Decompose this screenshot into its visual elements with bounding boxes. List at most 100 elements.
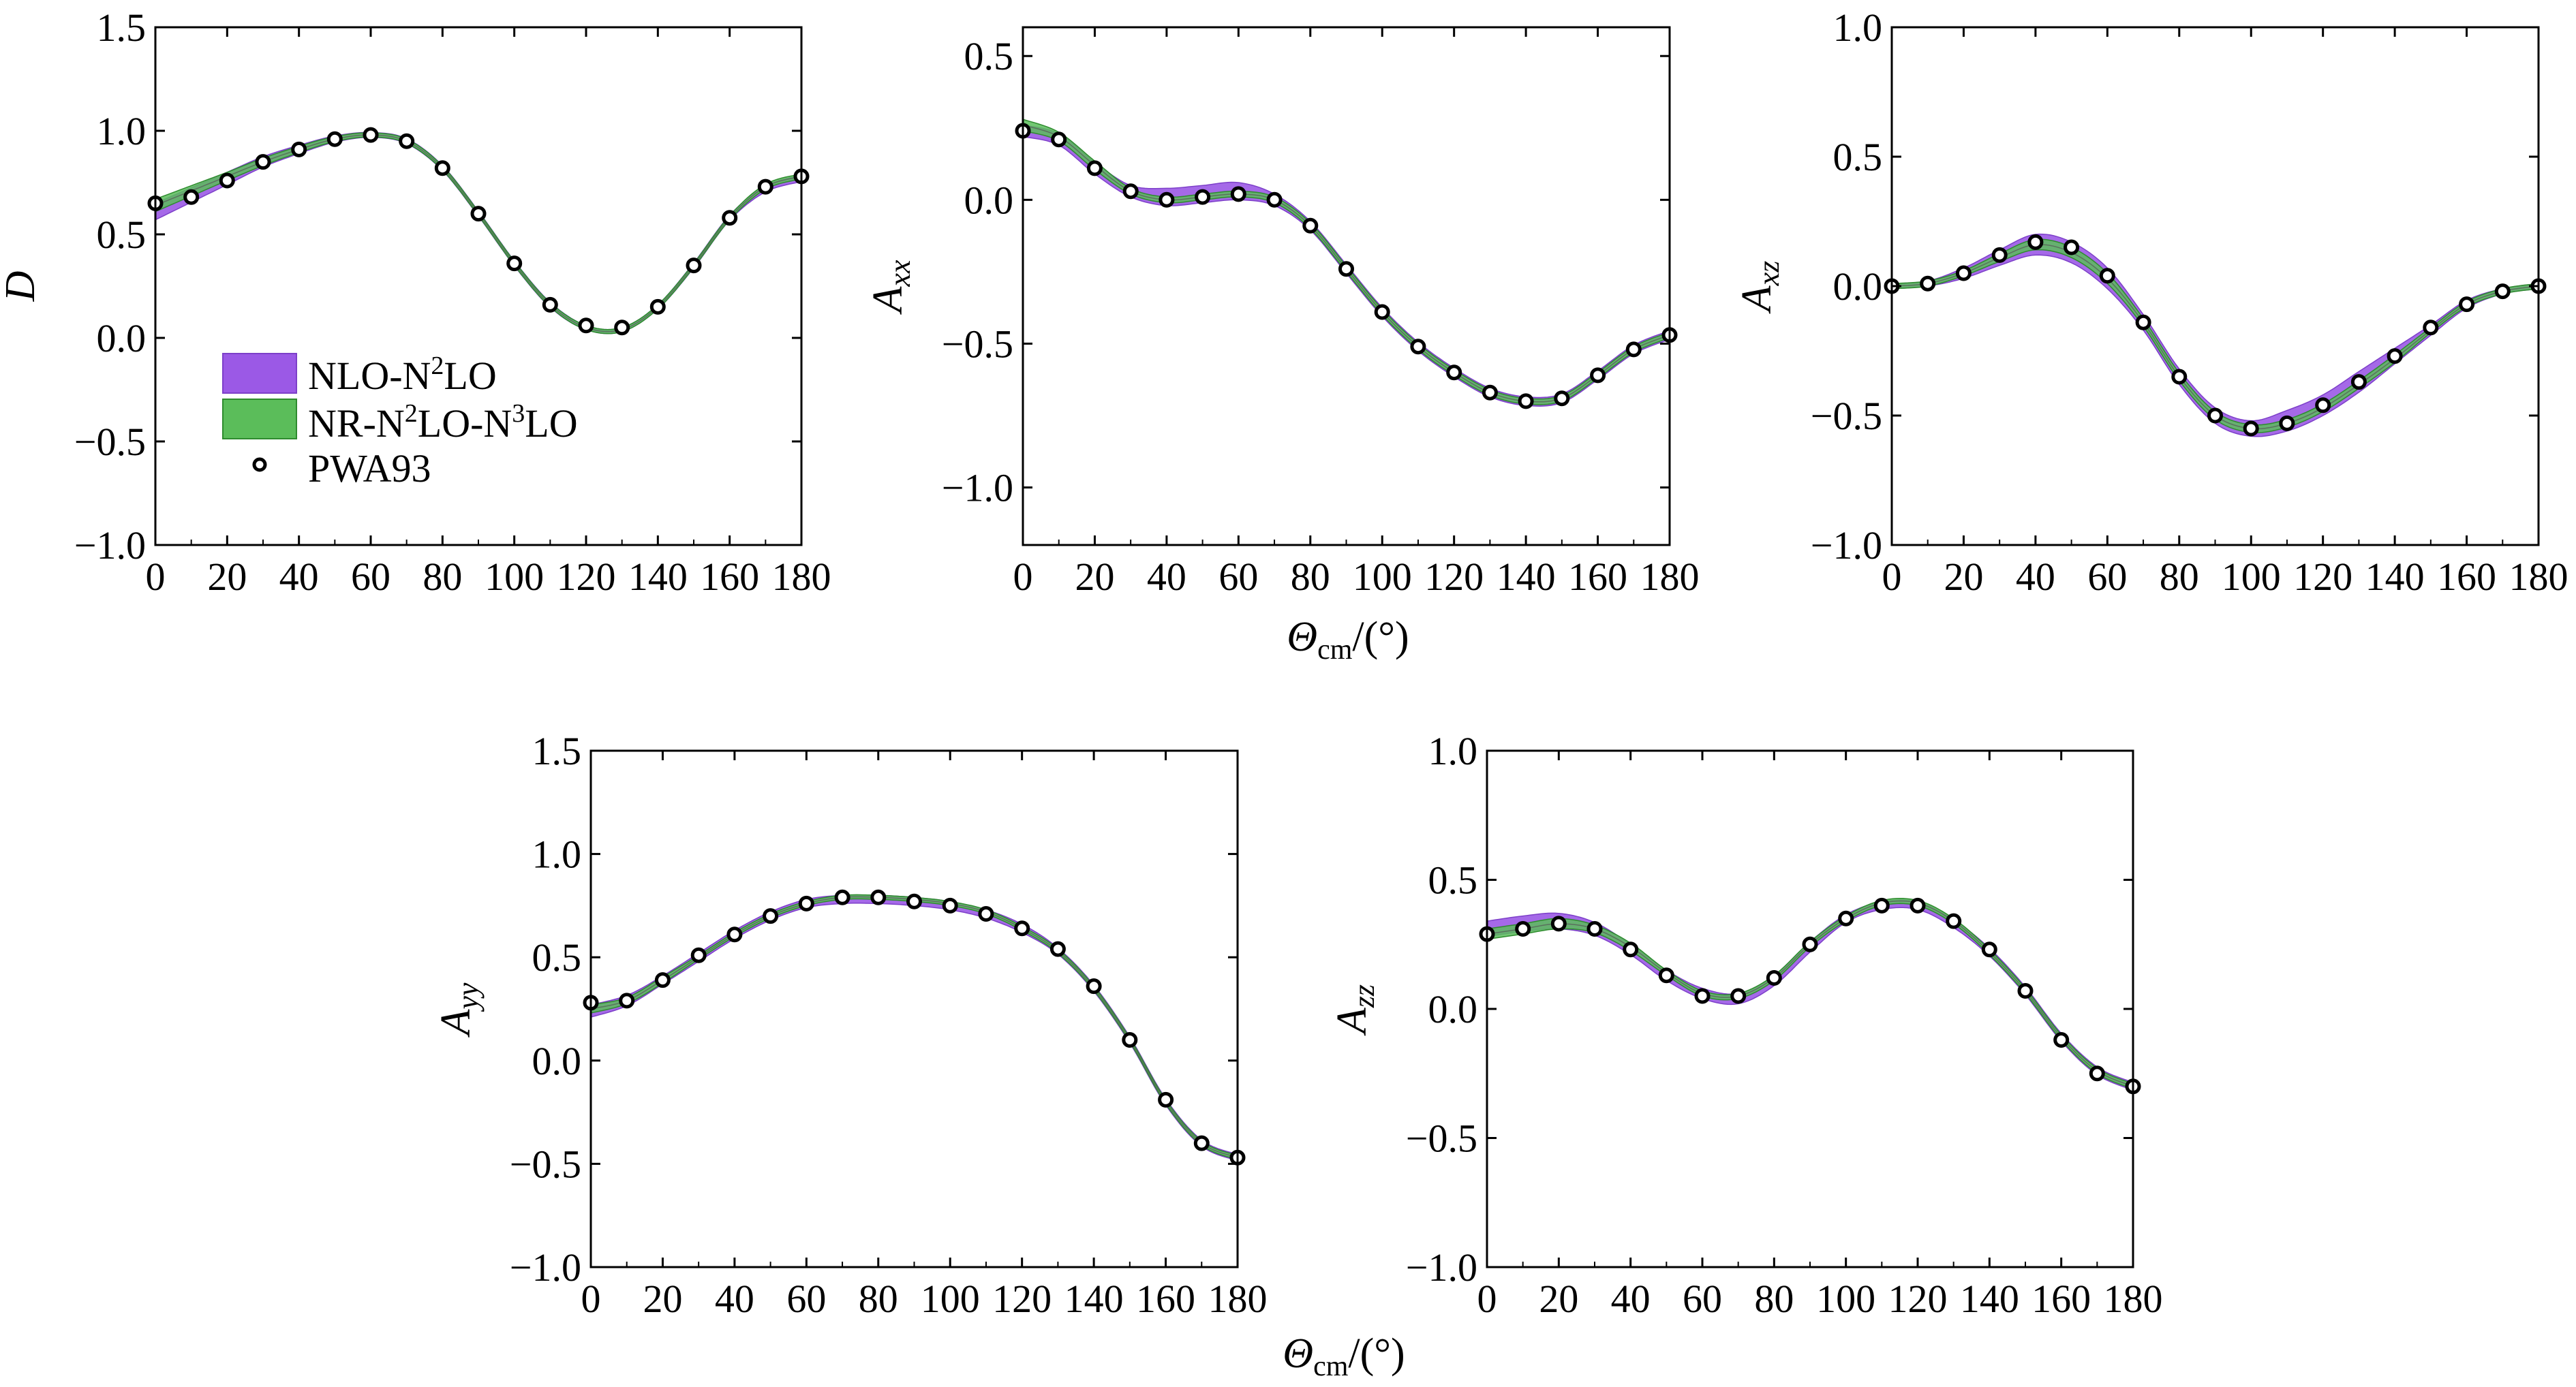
x-tick-label: 80 [1291,555,1330,599]
panel-Azz: 0 20 40 60 80 100 120 140 160 180 −1.0 −0.5 0.0 0.5 1.… [1329,729,2163,1321]
pwa93-point [2459,296,2475,313]
pwa93-point [1230,186,1246,202]
legend-label-pwa93: PWA93 [308,446,431,490]
x-tick-label: 60 [351,555,390,599]
pwa93-point [1623,941,1639,958]
x-tick-label: 40 [1147,555,1186,599]
x-tick-label: 80 [859,1277,898,1321]
pwa93-point [399,133,415,149]
y-tick-label: −1.0 [74,523,146,567]
pwa93-point [363,127,379,143]
pwa93-point [2350,374,2367,390]
y-tick-label: −1.0 [510,1245,581,1290]
pwa93-point [2315,397,2331,414]
y-tick-label: 1.0 [1428,729,1478,773]
y-tick-label: 0.0 [1833,264,1883,309]
pwa93-point [619,993,635,1009]
pwa93-point [1625,341,1642,358]
x-tick-label: 120 [1888,1277,1948,1321]
pwa93-point [1586,921,1603,937]
x-tick-label: 100 [485,555,544,599]
pwa93-point [2423,320,2439,336]
pwa93-point [2135,314,2151,330]
y-axis-label: Axz [1734,261,1785,315]
panel-Axx: 0 20 40 60 80 100 120 140 160 180 −1.0 −0.5 0.0 0.5 Ax… [865,26,1700,599]
pwa93-point [2207,407,2223,424]
y-tick-label: −1.0 [1406,1245,1477,1290]
x-tick-label: 180 [2509,555,2569,599]
x-tick-label: 120 [1424,555,1484,599]
panel-Ayy: 0 20 40 60 80 100 120 140 160 180 −1.0 −0.5 0.0 0.5 1.… [433,729,1268,1321]
pwa93-point [1515,921,1531,937]
x-tick-label: 40 [715,1277,754,1321]
y-tick-label: 0.5 [532,935,582,980]
x-tick-label: 20 [207,555,247,599]
pwa93-point [614,320,630,336]
pwa93-point [2279,415,2295,431]
y-tick-label: −1.0 [942,466,1013,510]
pwa93-point [1086,160,1103,176]
pwa93-point [726,926,743,943]
x-tick-label: 160 [1568,555,1627,599]
pwa93-point [326,131,343,147]
pwa93-point [763,908,779,924]
pwa93-point [1590,367,1606,384]
pwa93-point [798,895,814,911]
pwa93-point [978,906,994,922]
x-tick-label: 20 [1075,555,1114,599]
y-tick-label: 0.5 [964,34,1014,78]
pwa93-point [1374,304,1390,320]
legend-marker-pwa93 [252,457,267,472]
pwa93-point [654,972,671,988]
pwa93-point [942,897,958,914]
y-tick-label: 1.0 [97,109,147,153]
x-axis-label-bottom: Θcm/(°) [1283,1330,1405,1382]
x-tick-label: 100 [1353,555,1412,599]
x-tick-label: 180 [772,555,831,599]
pwa93-point [757,178,773,195]
y-tick-label: 1.0 [1833,5,1883,50]
x-tick-label: 180 [1640,555,1700,599]
pwa93-point [1014,920,1030,937]
x-tick-label: 140 [1960,1277,2019,1321]
pwa93-point [2243,420,2259,437]
pwa93-point [255,154,271,170]
x-tick-label: 0 [1477,1277,1497,1321]
x-axis-label-top: Θcm/(°) [1287,614,1409,666]
pwa93-point [578,317,594,334]
x-tick-label: 140 [1497,555,1556,599]
pwa93-point [183,189,200,205]
pwa93-point [1550,916,1567,932]
x-tick-label: 0 [581,1277,601,1321]
y-tick-label: 0.5 [97,213,147,257]
x-tick-label: 0 [146,555,166,599]
y-tick-label: 0.0 [532,1039,582,1083]
pwa93-point [2387,348,2403,364]
y-tick-label: −1.0 [1811,523,1882,567]
pwa93-point [686,258,702,274]
legend-swatch-nr [222,399,297,439]
pwa93-point [1910,897,1926,914]
x-tick-label: 100 [1816,1277,1875,1321]
pwa93-point [722,210,738,226]
pwa93-point [2171,369,2188,385]
x-tick-label: 80 [423,555,462,599]
x-tick-label: 20 [643,1277,682,1321]
pwa93-point [870,889,887,905]
pwa93-point [834,889,850,905]
x-tick-label: 120 [992,1277,1052,1321]
pwa93-point [649,298,666,315]
x-tick-label: 60 [1218,555,1258,599]
pwa93-point [2027,234,2044,250]
pwa93-point [1122,183,1139,200]
legend-label-nlo: NLO-N2LO [308,352,497,398]
pwa93-point [2064,239,2080,255]
legend: NLO-N2LO NR-N2LO-N3LO PWA93 [222,352,578,490]
x-tick-label: 160 [1136,1277,1195,1321]
pwa93-point [1873,897,1890,914]
x-tick-label: 40 [2016,555,2055,599]
y-tick-label: −0.5 [1811,394,1882,438]
legend-label-nr: NR-N2LO-N3LO [308,399,578,446]
